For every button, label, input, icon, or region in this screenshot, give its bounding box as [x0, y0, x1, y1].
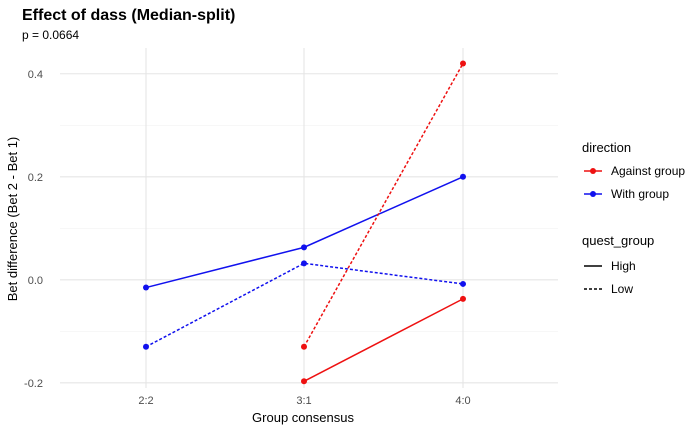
- legend-with-label: With group: [611, 187, 669, 201]
- x-tick-label: 3:1: [296, 395, 311, 407]
- series-line-against-group-high: [303, 298, 464, 382]
- legend-direction-title: direction: [582, 140, 631, 155]
- y-tick-label: 0.2: [28, 172, 43, 184]
- x-tick-label: 2:2: [138, 395, 153, 407]
- data-point-with-group-low: [301, 260, 307, 267]
- gridlines: [60, 48, 558, 388]
- data-point-with-group-low: [460, 280, 466, 287]
- y-tick-label: 0.4: [28, 69, 43, 81]
- x-tick-label: 4:0: [455, 395, 470, 407]
- x-axis-title: Group consensus: [252, 410, 354, 425]
- data-point-with-group-high: [460, 173, 466, 180]
- series-line-against-group-low: [303, 63, 464, 348]
- data-point-against-group-high: [301, 378, 307, 385]
- legend-low-label: Low: [611, 282, 633, 296]
- legend-quest-group: quest_group High Low: [582, 233, 654, 296]
- chart-subtitle: p = 0.0664: [22, 28, 79, 42]
- data-point-with-group-low: [143, 343, 149, 350]
- data-point-with-group-high: [301, 244, 307, 251]
- data-point-against-group-low: [301, 343, 307, 350]
- series-points: [143, 60, 466, 385]
- legend-direction: direction Against group With group: [582, 140, 685, 201]
- y-tick-label: 0.0: [28, 275, 43, 287]
- data-point-with-group-high: [143, 284, 149, 291]
- y-tick-label: -0.2: [24, 378, 43, 390]
- x-axis-ticks: 2:2 3:1 4:0: [138, 395, 470, 407]
- series-line-with-group-low: [145, 262, 464, 348]
- legend-with-marker: [590, 191, 596, 197]
- legend-against-label: Against group: [611, 164, 685, 178]
- data-point-against-group-high: [460, 295, 466, 302]
- legend-quest-title: quest_group: [582, 233, 654, 248]
- y-axis-ticks: -0.2 0.0 0.2 0.4: [24, 69, 43, 390]
- chart-title: Effect of dass (Median-split): [22, 7, 235, 24]
- y-axis-title: Bet difference (Bet 2 - Bet 1): [5, 137, 20, 302]
- data-point-against-group-low: [460, 60, 466, 67]
- legend-against-marker: [590, 168, 596, 174]
- legend-high-label: High: [611, 259, 636, 273]
